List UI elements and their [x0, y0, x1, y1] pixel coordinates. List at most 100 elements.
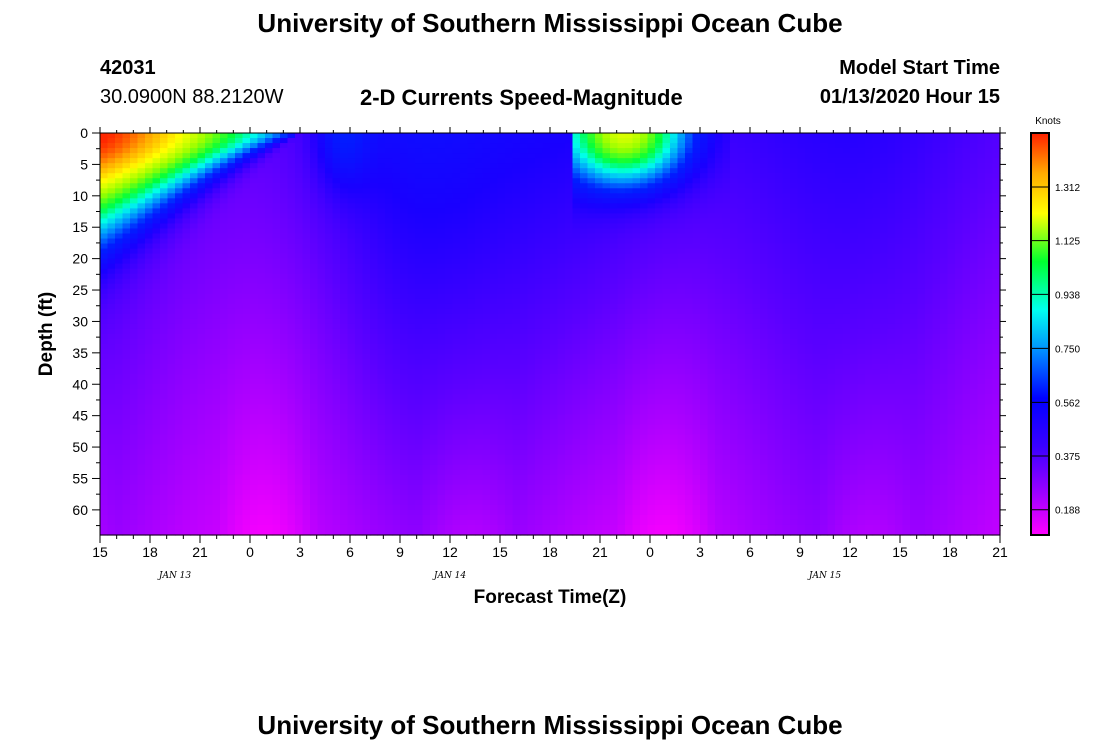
heatmap-cell [227, 228, 236, 235]
heatmap-cell [302, 263, 311, 270]
heatmap-cell [370, 233, 379, 240]
heatmap-cell [325, 273, 334, 280]
heatmap-cell [280, 494, 289, 501]
heatmap-cell [475, 389, 484, 395]
heatmap-cell [482, 404, 491, 410]
heatmap-cell [340, 369, 349, 375]
heatmap-cell [505, 188, 514, 194]
heatmap-cell [505, 489, 514, 496]
heatmap-cell [347, 178, 356, 184]
heatmap-cell [272, 429, 281, 436]
heatmap-cell [107, 138, 116, 144]
heatmap-cell [445, 193, 454, 199]
heatmap-cell [280, 384, 289, 390]
heatmap-cell [227, 399, 236, 405]
heatmap-cell [115, 474, 124, 481]
heatmap-cell [347, 349, 356, 355]
heatmap-cell [272, 424, 281, 431]
heatmap-cell [482, 364, 491, 370]
heatmap-cell [460, 163, 469, 169]
heatmap-cell [557, 288, 566, 295]
heatmap-cell [122, 389, 131, 395]
heatmap-cell [212, 203, 221, 209]
heatmap-cell [460, 203, 469, 209]
heatmap-cell [160, 148, 169, 154]
heatmap-cell [325, 479, 334, 486]
heatmap-cell [310, 228, 319, 235]
heatmap-cell [550, 268, 559, 275]
heatmap-cell [415, 238, 424, 245]
heatmap-cell [257, 218, 266, 225]
heatmap-cell [220, 529, 229, 536]
heatmap-cell [392, 479, 401, 486]
heatmap-cell [212, 489, 221, 496]
heatmap-cell [527, 449, 536, 456]
heatmap-cell [430, 243, 439, 250]
heatmap-cell [415, 213, 424, 220]
heatmap-cell [317, 218, 326, 225]
heatmap-cell [377, 193, 386, 199]
heatmap-cell [280, 349, 289, 355]
heatmap-cell [490, 263, 499, 270]
heatmap-cell [212, 148, 221, 154]
heatmap-cell [242, 163, 251, 169]
heatmap-cell [460, 228, 469, 235]
heatmap-cell [565, 163, 574, 169]
heatmap-cell [257, 278, 266, 285]
heatmap-cell [490, 273, 499, 280]
heatmap-cell [115, 509, 124, 516]
heatmap-cell [160, 163, 169, 169]
heatmap-cell [137, 354, 146, 360]
heatmap-cell [422, 323, 431, 330]
heatmap-cell [107, 354, 116, 360]
heatmap-cell [265, 268, 274, 275]
heatmap-cell [220, 323, 229, 330]
heatmap-cell [355, 489, 364, 496]
heatmap-cell [475, 424, 484, 431]
heatmap-cell [370, 529, 379, 536]
heatmap-cell [370, 288, 379, 295]
heatmap-cell [197, 183, 206, 189]
heatmap-cell [220, 313, 229, 320]
heatmap-cell [250, 208, 259, 215]
heatmap-cell [512, 138, 521, 144]
heatmap-cell [235, 464, 244, 471]
heatmap-cell [227, 253, 236, 260]
heatmap-cell [130, 354, 139, 360]
heatmap-cell [257, 223, 266, 230]
heatmap-cell [212, 514, 221, 521]
heatmap-cell [317, 474, 326, 481]
heatmap-cell [332, 218, 341, 225]
heatmap-cell [130, 519, 139, 526]
heatmap-cell [265, 519, 274, 526]
heatmap-cell [242, 208, 251, 215]
heatmap-cell [407, 263, 416, 270]
heatmap-cell [287, 133, 296, 139]
heatmap-cell [317, 344, 326, 350]
heatmap-cell [137, 404, 146, 410]
heatmap-cell [317, 203, 326, 209]
heatmap-cell [385, 374, 394, 380]
heatmap-cell [535, 409, 544, 416]
heatmap-cell [362, 469, 371, 476]
heatmap-cell [190, 168, 199, 174]
heatmap-cell [460, 474, 469, 481]
heatmap-cell [482, 359, 491, 365]
heatmap-cell [535, 349, 544, 355]
heatmap-cell [205, 339, 214, 345]
heatmap-cell [317, 354, 326, 360]
heatmap-cell [535, 253, 544, 260]
heatmap-cell [445, 404, 454, 410]
heatmap-cell [137, 288, 146, 295]
heatmap-cell [505, 379, 514, 385]
heatmap-cell [310, 379, 319, 385]
heatmap-cell [497, 464, 506, 471]
heatmap-cell [137, 138, 146, 144]
heatmap-cell [317, 243, 326, 250]
heatmap-cell [347, 193, 356, 199]
heatmap-cell [107, 323, 116, 330]
heatmap-cell [482, 283, 491, 290]
heatmap-cell [542, 213, 551, 220]
heatmap-cell [482, 173, 491, 179]
heatmap-cell [317, 288, 326, 295]
